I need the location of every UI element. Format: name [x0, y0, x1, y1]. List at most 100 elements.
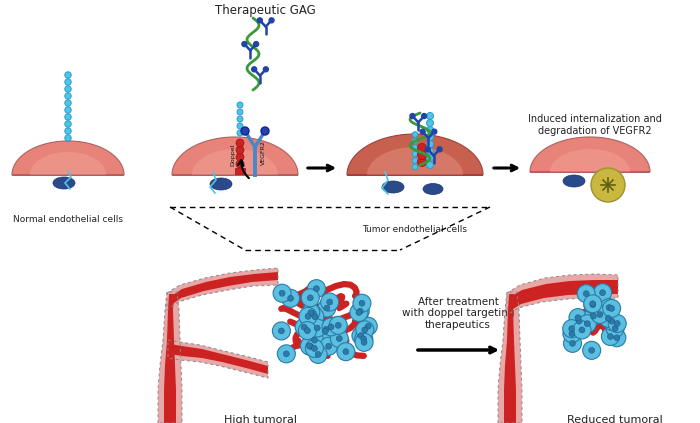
- Text: High tumoral
angiogenesis: High tumoral angiogenesis: [223, 415, 297, 423]
- Circle shape: [335, 322, 341, 328]
- Ellipse shape: [53, 177, 75, 189]
- Circle shape: [417, 143, 426, 153]
- Circle shape: [303, 304, 321, 322]
- Text: Normal endothelial cells: Normal endothelial cells: [13, 215, 123, 224]
- Circle shape: [563, 320, 581, 338]
- Circle shape: [568, 326, 575, 332]
- Circle shape: [355, 330, 372, 348]
- Polygon shape: [367, 147, 463, 175]
- Circle shape: [569, 331, 575, 337]
- Circle shape: [288, 295, 293, 301]
- Circle shape: [312, 337, 318, 343]
- Circle shape: [584, 307, 603, 325]
- Polygon shape: [507, 274, 618, 315]
- Circle shape: [576, 318, 582, 324]
- Circle shape: [309, 310, 315, 316]
- Text: After treatment
with doppel targeting
therapeutics: After treatment with doppel targeting th…: [402, 297, 514, 330]
- Circle shape: [65, 135, 71, 141]
- Polygon shape: [504, 294, 516, 423]
- Circle shape: [237, 130, 243, 136]
- Circle shape: [355, 333, 373, 351]
- Circle shape: [258, 18, 262, 23]
- Circle shape: [608, 315, 626, 332]
- Circle shape: [302, 304, 320, 321]
- Circle shape: [322, 328, 328, 334]
- Circle shape: [307, 343, 314, 349]
- Ellipse shape: [423, 184, 443, 195]
- Circle shape: [316, 322, 334, 341]
- Circle shape: [578, 315, 596, 332]
- Circle shape: [329, 316, 347, 334]
- Circle shape: [65, 107, 71, 113]
- Text: Induced internalization and
degradation of VEGFR2: Induced internalization and degradation …: [528, 114, 662, 136]
- Polygon shape: [347, 134, 483, 175]
- Ellipse shape: [382, 181, 404, 193]
- Circle shape: [569, 309, 587, 327]
- Circle shape: [343, 349, 349, 354]
- Circle shape: [298, 321, 316, 340]
- Circle shape: [305, 339, 323, 357]
- Circle shape: [237, 102, 243, 108]
- Circle shape: [412, 158, 418, 163]
- Circle shape: [307, 343, 312, 349]
- Circle shape: [307, 295, 314, 301]
- Circle shape: [236, 153, 244, 161]
- Circle shape: [336, 335, 342, 342]
- Circle shape: [308, 319, 326, 337]
- Circle shape: [353, 294, 371, 312]
- Polygon shape: [530, 137, 650, 172]
- Circle shape: [350, 303, 368, 321]
- Circle shape: [600, 290, 606, 296]
- Circle shape: [412, 164, 418, 170]
- Circle shape: [426, 147, 430, 152]
- Circle shape: [426, 148, 433, 154]
- Circle shape: [330, 330, 349, 348]
- Polygon shape: [170, 272, 278, 306]
- Circle shape: [412, 151, 418, 157]
- Circle shape: [597, 311, 603, 318]
- Circle shape: [426, 140, 433, 148]
- Ellipse shape: [563, 175, 585, 187]
- Circle shape: [426, 120, 433, 126]
- Circle shape: [570, 341, 575, 346]
- Circle shape: [426, 113, 433, 120]
- Circle shape: [253, 41, 258, 47]
- Circle shape: [564, 334, 582, 352]
- Circle shape: [321, 293, 339, 311]
- Circle shape: [314, 325, 320, 331]
- Circle shape: [608, 305, 615, 311]
- Circle shape: [362, 327, 368, 333]
- Circle shape: [356, 321, 374, 339]
- Circle shape: [323, 326, 329, 332]
- Circle shape: [324, 305, 330, 311]
- Circle shape: [337, 343, 355, 361]
- Circle shape: [322, 318, 340, 336]
- Circle shape: [601, 327, 620, 346]
- Circle shape: [301, 324, 307, 330]
- Circle shape: [312, 346, 317, 352]
- Circle shape: [315, 352, 321, 357]
- Ellipse shape: [210, 178, 232, 190]
- Circle shape: [273, 284, 291, 302]
- Circle shape: [308, 310, 314, 316]
- Circle shape: [295, 318, 313, 336]
- Polygon shape: [30, 152, 106, 175]
- Circle shape: [65, 114, 71, 120]
- Polygon shape: [12, 141, 124, 175]
- Circle shape: [412, 145, 418, 150]
- Circle shape: [608, 333, 613, 340]
- Circle shape: [612, 325, 618, 331]
- Circle shape: [263, 67, 268, 72]
- Circle shape: [305, 331, 323, 349]
- Circle shape: [65, 72, 71, 78]
- Circle shape: [584, 321, 590, 327]
- Circle shape: [237, 116, 243, 122]
- Circle shape: [609, 318, 615, 324]
- Polygon shape: [158, 292, 182, 423]
- Circle shape: [242, 41, 247, 47]
- Circle shape: [299, 308, 317, 325]
- Circle shape: [594, 284, 612, 302]
- Circle shape: [426, 134, 433, 140]
- Circle shape: [65, 79, 71, 85]
- Circle shape: [591, 305, 609, 324]
